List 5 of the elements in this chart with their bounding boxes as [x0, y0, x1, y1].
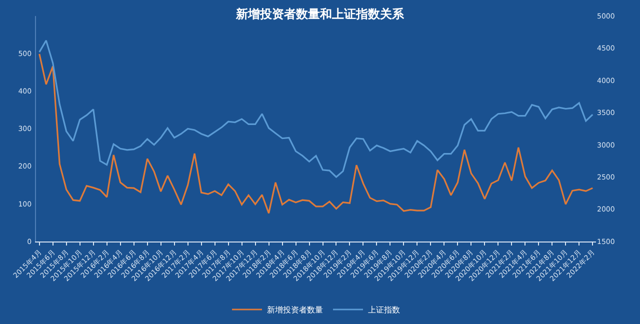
legend-label: 新增投资者数量	[267, 306, 323, 315]
chart-title: 新增投资者数量和上证指数关系	[235, 7, 405, 22]
legend-label: 上证指数	[368, 306, 400, 315]
line-series	[38, 53, 594, 214]
line-series	[38, 40, 594, 178]
